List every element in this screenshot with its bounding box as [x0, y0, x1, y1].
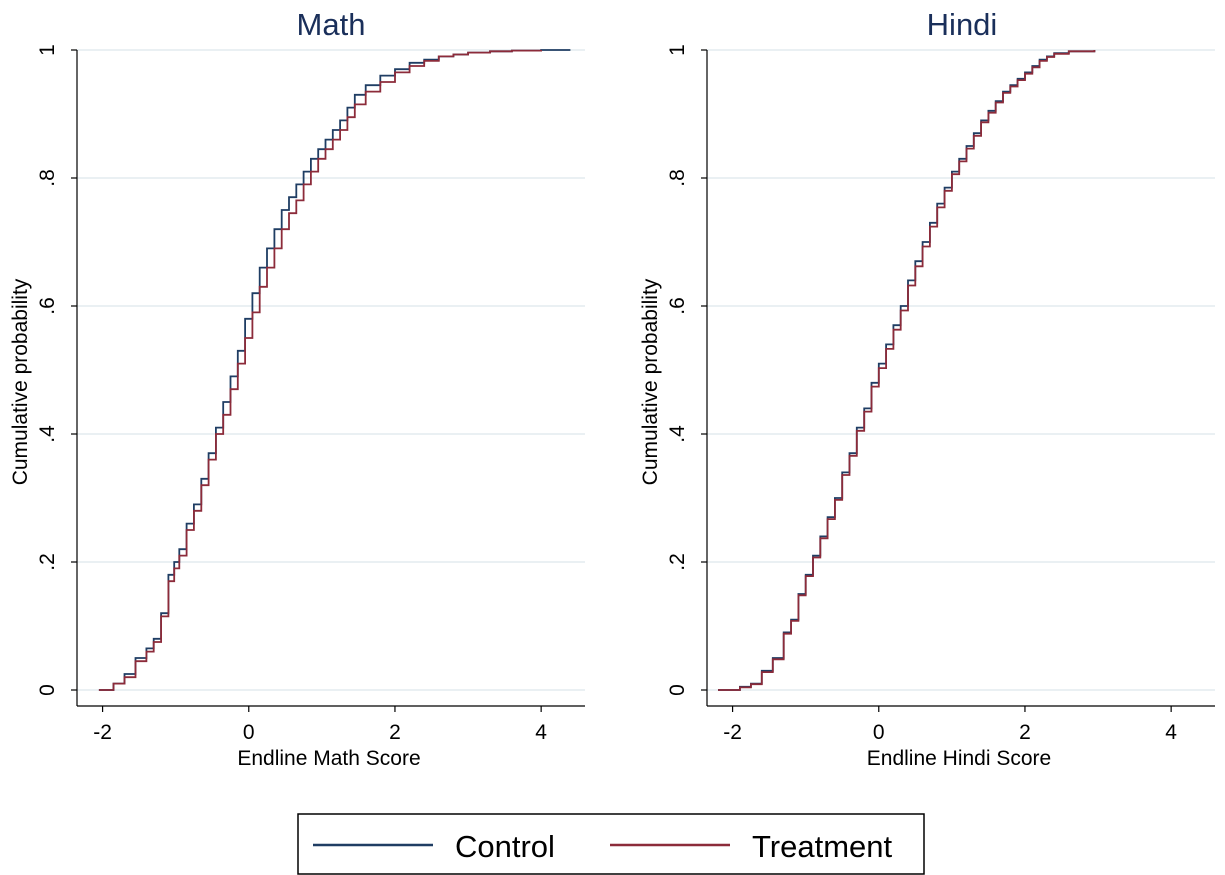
hindi-panel: Hindi 0 .2 .4 .6 .8 1 -2 0 2 4 Endline Hindi Score C… — [639, 7, 1215, 770]
math-y-tick-label: 1 — [36, 44, 59, 56]
legend-label-treatment: Treatment — [752, 829, 893, 864]
hindi-y-tick-label: 0 — [666, 684, 689, 696]
math-x-axis-label: Endline Math Score — [237, 747, 420, 770]
math-y-tick-label: 0 — [36, 684, 59, 696]
legend: Control Treatment — [297, 813, 925, 875]
hindi-y-tick-label: .4 — [666, 425, 689, 443]
legend-label-control: Control — [455, 829, 555, 864]
math-y-axis-label: Cumulative probability — [9, 278, 32, 485]
math-y-tick-label: .4 — [36, 425, 59, 443]
math-x-tick-label: 0 — [243, 721, 255, 744]
hindi-series-control — [718, 50, 1096, 691]
hindi-panel-title: Hindi — [927, 7, 998, 42]
math-panel-title: Math — [297, 7, 366, 42]
math-panel: Math 0 .2 .4 .6 .8 1 -2 0 2 4 Endline Math Score Cum… — [9, 7, 585, 770]
hindi-y-tick-label: 1 — [666, 44, 689, 56]
hindi-x-tick-label: 2 — [1019, 721, 1031, 744]
math-y-tick-label: .6 — [36, 297, 59, 315]
math-series-control — [98, 49, 571, 691]
hindi-y-axis-label: Cumulative probability — [639, 278, 662, 485]
math-x-tick-label: 2 — [389, 721, 401, 744]
math-y-tick-label: .8 — [36, 169, 59, 187]
hindi-y-tick-label: .8 — [666, 169, 689, 187]
hindi-y-tick-label: .6 — [666, 297, 689, 315]
hindi-x-tick-label: 0 — [873, 721, 885, 744]
math-series-treatment — [98, 49, 542, 691]
hindi-series-treatment — [718, 50, 1096, 691]
math-y-tick-label: .2 — [36, 553, 59, 571]
hindi-x-tick-label: -2 — [723, 721, 742, 744]
hindi-x-tick-label: 4 — [1165, 721, 1177, 744]
hindi-y-tick-label: .2 — [666, 553, 689, 571]
hindi-x-axis-label: Endline Hindi Score — [867, 747, 1051, 770]
math-x-tick-label: -2 — [93, 721, 112, 744]
math-x-tick-label: 4 — [535, 721, 547, 744]
